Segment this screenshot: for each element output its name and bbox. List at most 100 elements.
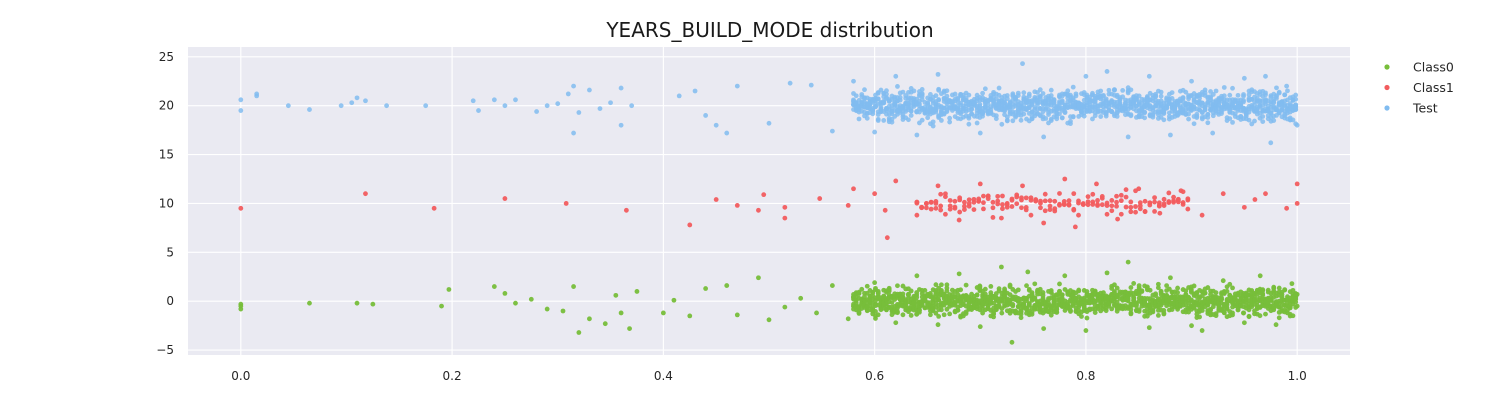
data-point: [1246, 313, 1252, 319]
data-point: [1071, 191, 1077, 197]
data-point: [1040, 91, 1046, 96]
data-point: [502, 103, 508, 109]
data-point: [1290, 313, 1296, 319]
data-point: [895, 309, 900, 314]
data-point: [1032, 295, 1038, 301]
data-point: [534, 109, 539, 114]
data-point: [999, 215, 1004, 221]
data-point: [958, 287, 964, 293]
data-point: [925, 100, 931, 106]
data-point: [808, 82, 814, 88]
legend-marker: [1384, 84, 1390, 91]
data-point: [1202, 107, 1208, 113]
data-point: [363, 191, 368, 197]
data-point: [1004, 204, 1010, 210]
data-point: [1274, 94, 1279, 99]
data-point: [982, 86, 988, 92]
data-point: [897, 95, 903, 100]
data-point: [1041, 326, 1047, 331]
data-point: [1131, 295, 1137, 301]
data-point: [817, 196, 823, 201]
data-point: [980, 111, 985, 117]
data-point: [862, 294, 867, 299]
data-point: [1274, 85, 1279, 91]
data-point: [1070, 84, 1076, 90]
data-point: [1284, 205, 1290, 211]
data-point: [981, 206, 986, 212]
data-point: [1241, 310, 1246, 316]
data-point: [1073, 93, 1079, 99]
data-point: [703, 113, 709, 118]
data-point: [1114, 203, 1119, 209]
data-point: [756, 207, 761, 213]
data-point: [1098, 114, 1104, 119]
data-point: [1168, 275, 1173, 281]
data-point: [544, 103, 550, 109]
data-point: [1293, 96, 1299, 102]
data-point: [829, 128, 835, 134]
data-point: [1210, 130, 1216, 136]
data-point: [676, 93, 682, 99]
data-point: [254, 91, 260, 97]
data-point: [1224, 288, 1230, 294]
data-point: [476, 108, 481, 113]
data-point: [1252, 197, 1258, 202]
data-point: [446, 287, 452, 292]
data-point: [1094, 181, 1099, 187]
data-point: [1014, 201, 1020, 207]
data-point: [1101, 290, 1106, 296]
data-point: [1227, 281, 1233, 287]
data-point: [1068, 309, 1073, 314]
data-point: [565, 91, 571, 97]
data-point: [634, 289, 640, 294]
data-point: [1191, 283, 1197, 289]
data-point: [919, 117, 925, 123]
data-point: [491, 97, 497, 103]
data-point: [307, 300, 312, 306]
data-point: [370, 301, 376, 307]
data-point: [1062, 109, 1068, 115]
data-point: [1009, 339, 1015, 345]
data-point: [1114, 199, 1119, 205]
data-point: [1156, 203, 1162, 209]
data-point: [999, 264, 1004, 270]
data-point: [1136, 93, 1142, 99]
data-point: [977, 130, 983, 136]
data-point: [1136, 283, 1142, 289]
data-point: [870, 290, 876, 296]
data-point: [1294, 303, 1300, 309]
data-point: [935, 71, 941, 77]
data-point: [1175, 199, 1181, 205]
data-point: [1183, 288, 1189, 294]
data-point: [1004, 201, 1010, 206]
data-point: [1252, 118, 1257, 124]
data-point: [870, 111, 876, 117]
data-point: [1152, 208, 1157, 214]
data-point: [1057, 191, 1062, 196]
data-point: [766, 120, 772, 126]
data-point: [923, 205, 929, 211]
data-point: [1221, 310, 1227, 316]
data-point: [922, 287, 928, 293]
data-point: [971, 196, 977, 202]
data-point: [991, 314, 996, 320]
data-point: [782, 304, 788, 310]
data-point: [1194, 113, 1200, 119]
data-point: [1048, 289, 1054, 295]
data-point: [1076, 200, 1081, 206]
y-tick-label: 5: [166, 245, 174, 259]
data-point: [1197, 314, 1202, 320]
data-point: [1241, 75, 1247, 81]
data-point: [1092, 99, 1098, 105]
data-point: [1041, 134, 1047, 140]
data-point: [914, 273, 920, 279]
data-point: [943, 191, 948, 197]
data-point: [988, 284, 994, 289]
data-point: [1114, 299, 1120, 305]
x-tick-label: 1.0: [1288, 369, 1307, 383]
data-point: [872, 129, 878, 135]
data-point: [996, 85, 1002, 91]
data-point: [1263, 73, 1268, 79]
data-point: [870, 107, 876, 113]
data-point: [1276, 315, 1282, 321]
